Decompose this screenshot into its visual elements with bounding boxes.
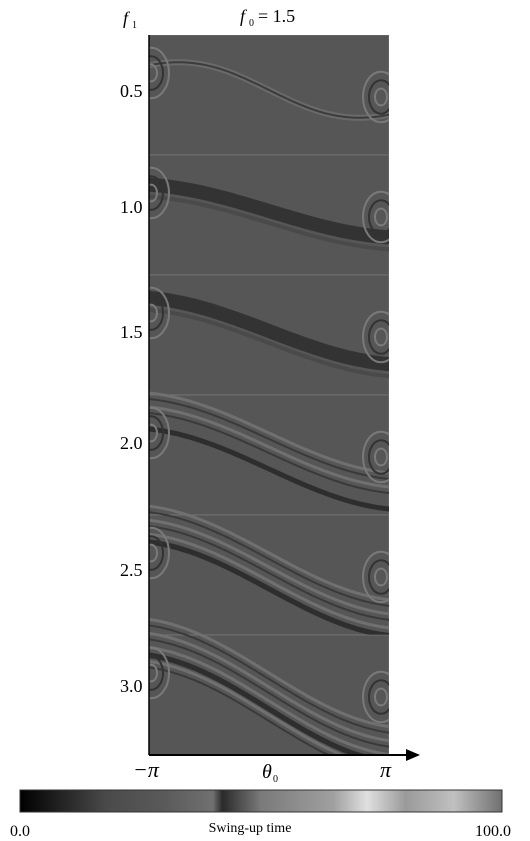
spiral [149, 423, 158, 443]
band [149, 525, 389, 621]
spiral [149, 63, 158, 83]
band [149, 61, 389, 119]
band [149, 532, 389, 630]
band [149, 652, 366, 755]
x-var: θ [262, 761, 272, 783]
spiral [149, 183, 158, 203]
band [149, 426, 389, 512]
x-left: −π [133, 757, 160, 782]
spiral [149, 663, 158, 683]
band [149, 659, 346, 755]
band [149, 290, 389, 372]
spiral [362, 310, 389, 364]
spiral [149, 655, 164, 691]
spiral [149, 46, 170, 100]
spiral [362, 430, 389, 484]
spiral [149, 175, 164, 211]
title-eq: = 1.5 [258, 6, 295, 26]
panels [149, 35, 389, 755]
band [149, 504, 389, 602]
spiral [149, 303, 158, 323]
band [149, 177, 389, 245]
spiral [368, 559, 389, 595]
band [149, 624, 389, 734]
spiral [362, 670, 389, 724]
title-sub: 0 [249, 18, 254, 29]
spiral [362, 550, 389, 604]
band [149, 638, 389, 748]
panel-label: 3.0 [120, 676, 143, 696]
spiral [374, 87, 388, 107]
f1-sub: 1 [132, 20, 137, 31]
band [149, 398, 389, 480]
spiral [362, 70, 389, 124]
band [149, 645, 389, 755]
band [149, 631, 389, 743]
band [149, 391, 389, 475]
band [149, 412, 389, 494]
panel-label: 0.5 [120, 81, 143, 101]
panel [149, 514, 389, 636]
colorbar-min: 0.0 [10, 823, 30, 840]
spiral [374, 687, 388, 707]
title-var: f [240, 6, 248, 26]
spiral [374, 327, 388, 347]
spiral [374, 207, 388, 227]
spiral [368, 79, 389, 115]
band [149, 194, 389, 252]
spiral [149, 543, 158, 563]
panel-label: 2.0 [120, 433, 143, 453]
spiral [374, 447, 388, 467]
spiral [368, 199, 389, 235]
spiral [368, 319, 389, 355]
band [149, 539, 389, 639]
spiral [374, 567, 388, 587]
panel-label: 1.5 [120, 322, 143, 342]
x-var-sub: 0 [273, 774, 278, 785]
colorbar [19, 789, 503, 813]
band [149, 617, 389, 729]
x-arrow [406, 749, 420, 761]
spiral [368, 679, 389, 715]
panel-label: 1.0 [120, 197, 143, 217]
band [149, 518, 389, 616]
spiral [368, 439, 389, 475]
band [149, 666, 331, 755]
band [149, 307, 389, 379]
spiral [362, 190, 389, 244]
panel [149, 35, 389, 156]
spiral [149, 646, 170, 700]
spiral [149, 406, 170, 460]
spiral [149, 286, 170, 340]
panel-label: 2.5 [120, 560, 143, 580]
spiral [149, 55, 164, 91]
spiral [149, 535, 164, 571]
colorbar-max: 100.0 [475, 823, 511, 840]
spiral [149, 415, 164, 451]
spiral [149, 526, 170, 580]
spiral [149, 166, 170, 220]
band [149, 511, 389, 607]
f1-var: f [123, 8, 131, 28]
band [149, 405, 389, 489]
colorbar-label: Swing-up time [209, 821, 292, 836]
x-right: π [380, 757, 392, 782]
spiral [149, 295, 164, 331]
